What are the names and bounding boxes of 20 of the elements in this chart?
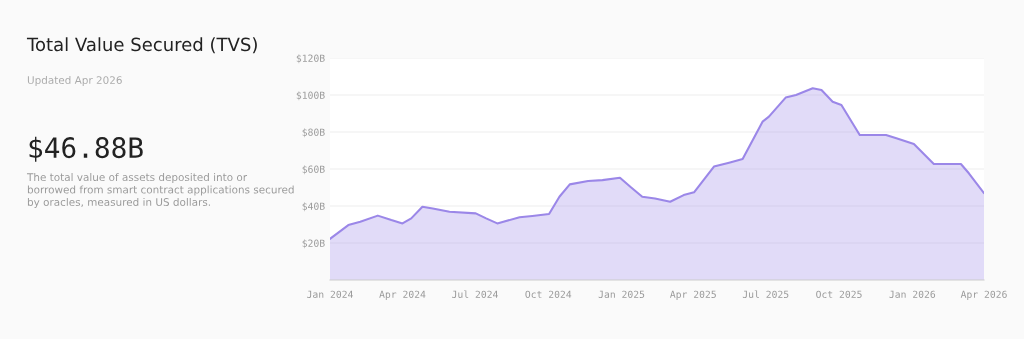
y-tick-label: $40B (302, 202, 325, 212)
x-tick-label: Apr 2025 (670, 290, 716, 300)
x-tick-label: Apr 2024 (379, 290, 426, 300)
y-tick-label: $120B (296, 54, 325, 64)
x-tick-label: Oct 2025 (816, 290, 862, 298)
y-tick-label: $20B (302, 239, 325, 249)
y-tick-label: $100B (296, 91, 325, 101)
text: Updated Apr 2026 (27, 75, 122, 87)
x-tick-label: Jan 2024 (307, 290, 353, 298)
x-tick-label: Apr 2026 (960, 290, 1007, 300)
x-tick-label: Jul 2025 (742, 290, 789, 298)
y-tick-label: $60B (302, 165, 325, 175)
x-tick-label: Jan 2026 (889, 290, 936, 298)
x-tick-label: Jan 2025 (598, 290, 645, 298)
x-tick-label: Jul 2024 (452, 290, 498, 298)
text: $46.88B (29, 136, 143, 162)
x-tick-label: Oct 2024 (525, 290, 572, 298)
text: The total value of assets deposited into or borrowed from smart contract applications secured by oracles, measured in US dollars. (26, 173, 294, 208)
y-tick-label: $80B (302, 128, 325, 138)
text: Total Value Secured (TVS) (26, 37, 257, 54)
